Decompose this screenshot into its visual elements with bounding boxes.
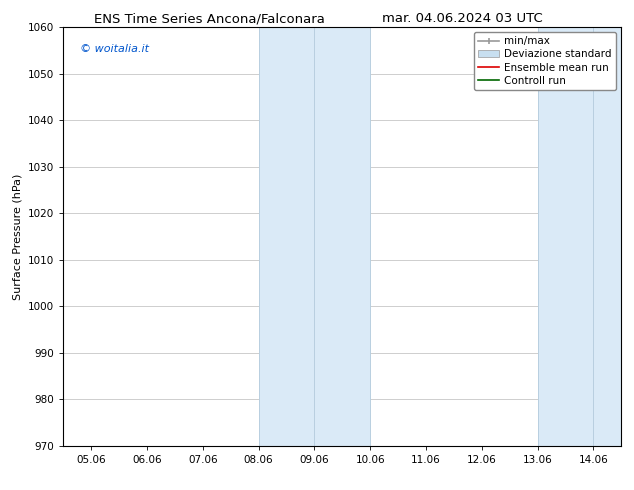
- Bar: [538, 27, 621, 446]
- Y-axis label: Surface Pressure (hPa): Surface Pressure (hPa): [13, 173, 23, 299]
- Text: mar. 04.06.2024 03 UTC: mar. 04.06.2024 03 UTC: [382, 12, 543, 25]
- Text: © woitalia.it: © woitalia.it: [80, 44, 149, 54]
- Bar: [259, 27, 370, 446]
- Legend: min/max, Deviazione standard, Ensemble mean run, Controll run: min/max, Deviazione standard, Ensemble m…: [474, 32, 616, 90]
- Text: ENS Time Series Ancona/Falconara: ENS Time Series Ancona/Falconara: [94, 12, 325, 25]
